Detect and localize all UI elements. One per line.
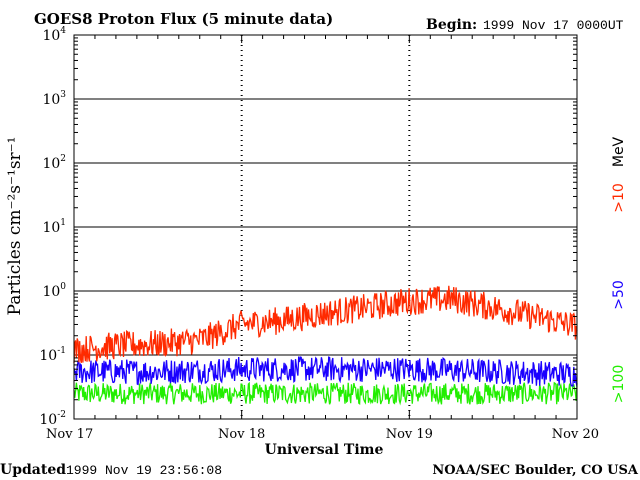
- begin-value: 1999 Nov 17 0000UT: [483, 18, 624, 33]
- legend-unit: MeV: [611, 136, 627, 167]
- y-tick-label: 104: [42, 26, 66, 44]
- x-tick-label: Nov 19: [386, 427, 433, 442]
- series-line-gt10: [73, 285, 578, 364]
- energy-legend: MeV >10 >50 >100: [611, 136, 627, 403]
- plot-frame: [73, 34, 578, 420]
- y-tick-label: 101: [42, 218, 66, 236]
- x-axis-label: Universal Time: [265, 442, 384, 458]
- chart-title: GOES8 Proton Flux (5 minute data): [34, 10, 333, 28]
- y-tick-labels: 10-2 10-1 100 101 102 103 104: [39, 26, 66, 428]
- series-layer: [73, 285, 578, 406]
- y-tick-label: 103: [42, 90, 66, 108]
- y-tick-label: 102: [42, 154, 66, 172]
- series-line-gt100: [73, 381, 578, 406]
- y-axis-label: Particles cm⁻²s⁻¹sr⁻¹: [5, 137, 25, 316]
- series-line-gt50: [73, 356, 578, 388]
- y-tick-label: 10-1: [39, 346, 66, 364]
- x-tick-label: Nov 18: [218, 427, 265, 442]
- legend-gt10: >10: [611, 183, 627, 213]
- grid-lines: [74, 35, 577, 419]
- updated-label: Updated: [0, 462, 66, 478]
- x-tick-label: Nov 20: [552, 427, 599, 442]
- legend-gt100: >100: [611, 365, 627, 403]
- updated-value: 1999 Nov 19 23:56:08: [66, 463, 222, 478]
- begin-label: Begin:: [426, 17, 477, 33]
- credit-text: NOAA/SEC Boulder, CO USA: [432, 463, 639, 478]
- y-tick-label: 100: [42, 282, 66, 300]
- x-tick-labels: Nov 17 Nov 18 Nov 19 Nov 20: [46, 427, 599, 442]
- legend-gt50: >50: [611, 280, 627, 310]
- x-tick-label: Nov 17: [46, 427, 93, 442]
- y-tick-label: 10-2: [39, 410, 66, 428]
